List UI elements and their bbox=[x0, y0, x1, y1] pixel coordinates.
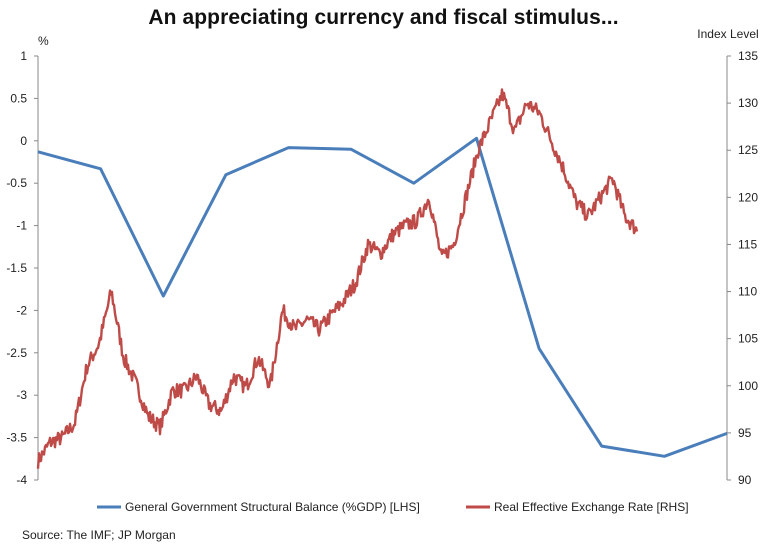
right-axis-tick-label: 115 bbox=[738, 237, 757, 251]
left-axis-tick-label: 0 bbox=[20, 134, 27, 148]
series-line-exchange-rate bbox=[36, 88, 639, 469]
left-axis-tick-label: -1.5 bbox=[6, 261, 27, 275]
right-axis: Index Level 135 130 125 120 115 110 105 100 95 90 bbox=[697, 27, 758, 487]
right-axis-tick-label: 100 bbox=[738, 379, 758, 393]
left-axis-tick-label: -2 bbox=[16, 303, 27, 317]
left-axis-tick-label: -0.5 bbox=[6, 176, 27, 190]
left-axis-tick-label: -1 bbox=[16, 219, 27, 233]
right-axis-tick-label: 105 bbox=[738, 332, 758, 346]
left-axis-tick-label: -4 bbox=[16, 473, 27, 487]
right-axis-unit-label: Index Level bbox=[697, 27, 758, 41]
left-axis-tick-label: -3 bbox=[16, 388, 27, 402]
right-axis-tick-label: 130 bbox=[738, 96, 758, 110]
left-axis-tick-label: 0.5 bbox=[10, 91, 27, 105]
left-axis: % 1 0.5 0 -0.5 -1 -1.5 -2 -2.5 -3 -3.5 -4 bbox=[6, 34, 49, 487]
legend: General Government Structural Balance (%… bbox=[97, 500, 689, 514]
series-layer bbox=[36, 88, 728, 469]
right-axis-tick-label: 125 bbox=[738, 143, 758, 157]
left-axis-tick-label: -2.5 bbox=[6, 346, 27, 360]
left-axis-unit-label: % bbox=[38, 34, 49, 48]
chart-title: An appreciating currency and fiscal stim… bbox=[148, 6, 619, 29]
right-axis-tick-label: 95 bbox=[738, 426, 752, 440]
right-axis-tick-label: 110 bbox=[738, 285, 757, 299]
series-line-structural-balance bbox=[37, 136, 728, 458]
right-axis-tick-label: 120 bbox=[738, 190, 758, 204]
right-axis-tick-label: 90 bbox=[738, 473, 752, 487]
left-axis-tick-label: 1 bbox=[20, 49, 27, 63]
legend-label-balance: General Government Structural Balance (%… bbox=[125, 500, 420, 514]
left-axis-tick-label: -3.5 bbox=[6, 431, 27, 445]
right-axis-tick-label: 135 bbox=[738, 49, 758, 63]
source-note: Source: The IMF; JP Morgan bbox=[22, 528, 176, 542]
legend-label-exchange-rate: Real Effective Exchange Rate [RHS] bbox=[494, 500, 689, 514]
